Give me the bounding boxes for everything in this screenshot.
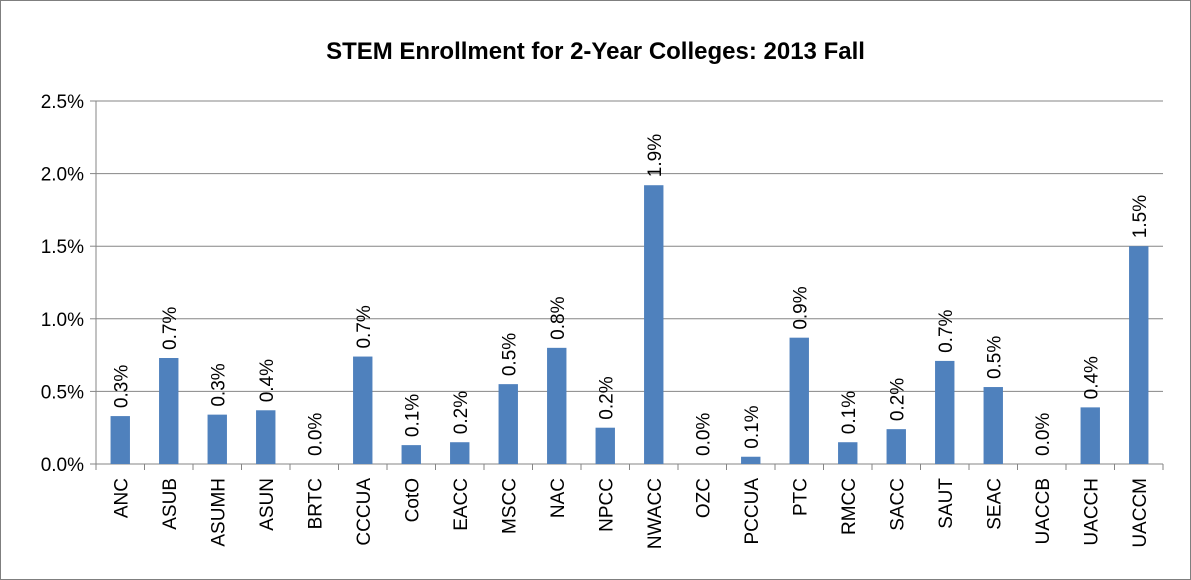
data-label: 0.2% [451,391,472,434]
bar [983,387,1003,464]
data-label: 0.0% [693,413,714,456]
data-label: 0.0% [305,413,326,456]
bar [935,360,955,464]
data-label: 0.5% [499,333,520,376]
bar [789,337,809,464]
x-tick-label: NWACC [645,478,666,549]
data-label: 0.1% [402,394,423,437]
bar [1080,407,1100,464]
x-tick-label: UACCB [1033,478,1054,545]
bar [644,185,664,464]
x-tick-label: UACCM [1130,478,1151,548]
bar [838,442,858,464]
data-label: 0.3% [208,363,229,406]
data-label: 0.4% [257,359,278,402]
x-tick-label: PTC [790,478,811,516]
bar [256,410,276,464]
bar [741,456,761,464]
x-tick-label: BRTC [305,478,326,529]
bar [159,358,179,464]
x-tick-label: ASUMH [208,478,229,547]
data-label: 0.7% [936,309,957,352]
bar [886,429,906,464]
chart-title: STEM Enrollment for 2-Year Colleges: 201… [326,38,865,65]
x-tick-label: MSCC [499,478,520,534]
data-label: 0.0% [1033,413,1054,456]
bar [498,384,518,464]
data-label: 1.9% [645,134,666,177]
bar [401,445,421,464]
x-tick-label: ASUN [257,478,278,531]
data-label: 1.5% [1130,195,1151,238]
data-label: 0.2% [596,376,617,419]
bar [353,356,373,464]
x-tick-label: NAC [548,478,569,518]
x-tick-label: CotO [402,478,423,522]
x-tick-label: ANC [111,478,132,518]
data-label: 0.3% [111,365,132,408]
x-tick-label: UACCH [1081,478,1102,546]
y-tick-label: 0.5% [41,382,84,403]
x-tick-label: ASUB [160,478,181,530]
data-label: 0.2% [887,378,908,421]
y-tick-label: 1.5% [41,237,84,258]
data-label: 0.8% [548,296,569,339]
bar [110,416,130,464]
data-label: 0.9% [790,286,811,329]
x-tick-label: SEAC [984,478,1005,530]
bar [450,442,470,464]
data-label: 0.1% [742,405,763,448]
bar [595,427,615,464]
y-tick-label: 1.0% [41,310,84,331]
data-label: 0.4% [1081,356,1102,399]
bar [207,414,227,464]
bar [1129,246,1149,464]
x-tick-label: SACC [887,478,908,531]
x-tick-label: OZC [693,478,714,518]
data-label: 0.1% [839,391,860,434]
x-tick-label: EACC [451,478,472,531]
x-tick-label: PCCUA [742,478,763,545]
data-label: 0.7% [160,307,181,350]
data-label: 0.5% [984,336,1005,379]
bar [547,347,567,464]
x-tick-label: CCCUA [354,478,375,546]
data-label: 0.7% [354,305,375,348]
x-tick-label: RMCC [839,478,860,535]
x-tick-label: SAUT [936,478,957,529]
y-tick-label: 2.5% [41,92,84,113]
y-tick-label: 0.0% [41,455,84,476]
y-tick-label: 2.0% [41,165,84,186]
x-tick-label: NPCC [596,478,617,532]
